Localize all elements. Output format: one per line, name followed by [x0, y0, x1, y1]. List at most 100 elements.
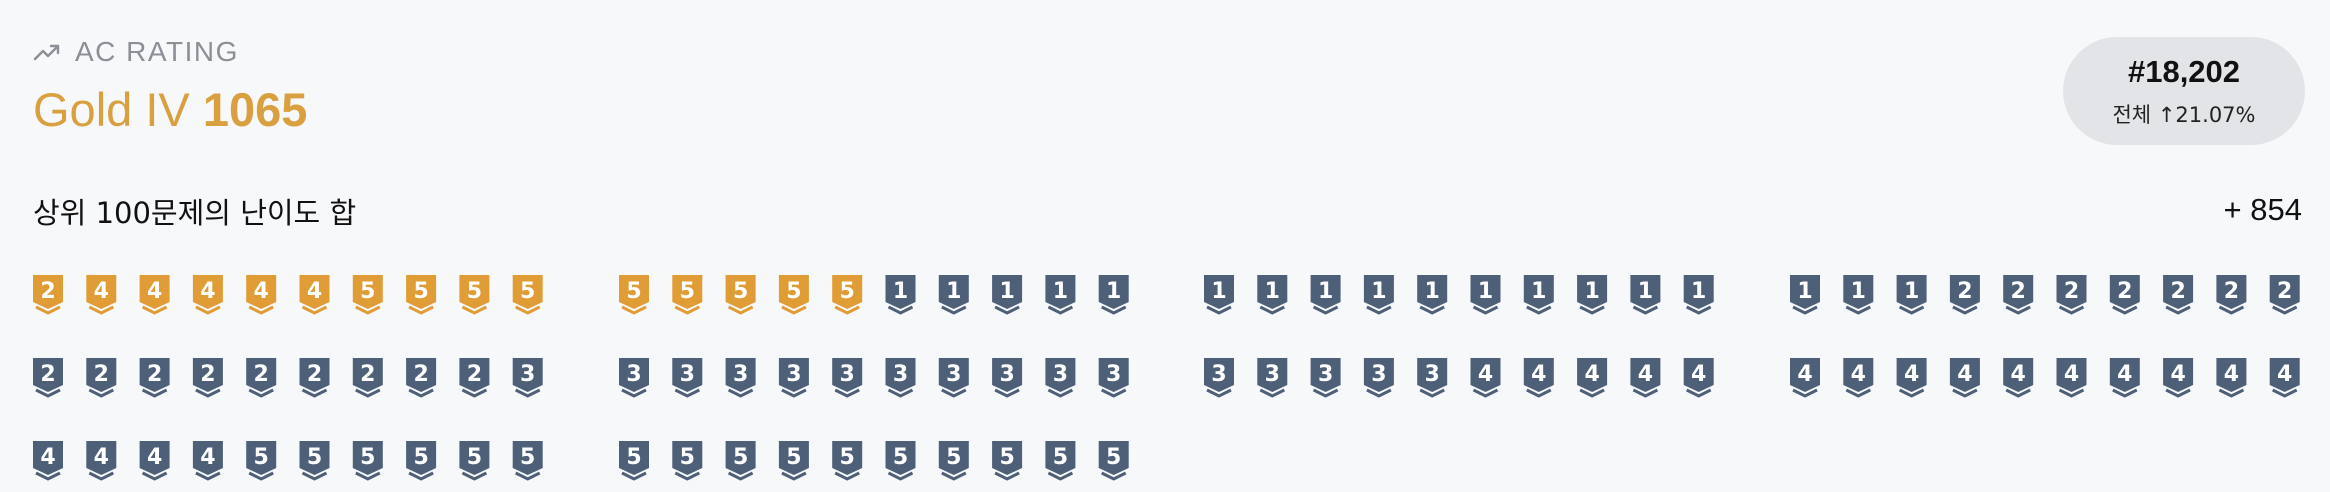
svg-text:4: 4 — [1904, 362, 1919, 387]
difficulty-badge-silver-1: 1 — [1523, 275, 1554, 315]
svg-text:3: 3 — [999, 362, 1014, 387]
difficulty-badge-silver-2: 2 — [86, 358, 117, 398]
difficulty-badge-silver-4: 4 — [2216, 358, 2247, 398]
svg-text:3: 3 — [1318, 362, 1333, 387]
difficulty-badge-silver-1: 1 — [1204, 275, 1234, 315]
difficulty-badge-silver-1: 1 — [992, 275, 1023, 315]
difficulty-badge-gold-5: 5 — [619, 275, 649, 315]
svg-text:1: 1 — [1638, 279, 1653, 304]
svg-text:3: 3 — [1371, 362, 1386, 387]
difficulty-badge-silver-4: 4 — [1523, 358, 1554, 398]
difficulty-badge-gold-4: 4 — [299, 275, 330, 315]
difficulty-badge-silver-5: 5 — [406, 441, 437, 481]
difficulty-badge-silver-4: 4 — [2003, 358, 2034, 398]
difficulty-badge-silver-3: 3 — [1204, 358, 1234, 398]
svg-text:2: 2 — [360, 362, 375, 387]
svg-text:1: 1 — [1053, 279, 1068, 304]
difficulty-badge-silver-1: 1 — [1577, 275, 1608, 315]
difficulty-badge-silver-3: 3 — [938, 358, 969, 398]
difficulty-badge-silver-2: 2 — [459, 358, 490, 398]
difficulty-badge-silver-5: 5 — [352, 441, 383, 481]
svg-text:5: 5 — [626, 279, 641, 304]
difficulty-badge-silver-2: 2 — [2056, 275, 2087, 315]
svg-text:5: 5 — [840, 445, 855, 470]
difficulty-badge-silver-3: 3 — [1098, 358, 1129, 398]
difficulty-badge-silver-3: 3 — [992, 358, 1023, 398]
svg-text:4: 4 — [147, 279, 162, 304]
difficulty-badge-silver-3: 3 — [778, 358, 809, 398]
svg-text:5: 5 — [467, 445, 482, 470]
svg-text:5: 5 — [307, 445, 322, 470]
svg-text:2: 2 — [40, 362, 55, 387]
svg-text:5: 5 — [999, 445, 1014, 470]
svg-text:1: 1 — [999, 279, 1014, 304]
difficulty-badge-silver-3: 3 — [885, 358, 916, 398]
svg-text:5: 5 — [786, 279, 801, 304]
svg-text:1: 1 — [1904, 279, 1919, 304]
svg-text:4: 4 — [1531, 362, 1546, 387]
difficulty-badge-silver-1: 1 — [1470, 275, 1501, 315]
difficulty-badge-silver-1: 1 — [1363, 275, 1394, 315]
svg-text:5: 5 — [520, 279, 535, 304]
rank-number: #18,202 — [2127, 53, 2241, 89]
svg-text:1: 1 — [1211, 279, 1226, 304]
difficulty-badge-silver-2: 2 — [406, 358, 437, 398]
svg-text:1: 1 — [1318, 279, 1333, 304]
svg-text:1: 1 — [946, 279, 961, 304]
difficulty-badge-gold-2: 2 — [33, 275, 63, 315]
difficulty-badge-gold-4: 4 — [246, 275, 277, 315]
svg-text:1: 1 — [1371, 279, 1386, 304]
svg-text:5: 5 — [840, 279, 855, 304]
svg-text:3: 3 — [1053, 362, 1068, 387]
difficulty-badge-silver-3: 3 — [619, 358, 649, 398]
difficulty-badge-silver-5: 5 — [885, 441, 916, 481]
difficulty-badge-silver-1: 1 — [1683, 275, 1714, 315]
svg-text:5: 5 — [733, 445, 748, 470]
rank-scope: 전체 — [2112, 102, 2152, 127]
svg-text:5: 5 — [467, 279, 482, 304]
difficulty-badge-silver-5: 5 — [512, 441, 543, 481]
difficulty-badge-gold-4: 4 — [192, 275, 223, 315]
svg-text:5: 5 — [413, 445, 428, 470]
difficulty-badge-silver-4: 4 — [2163, 358, 2194, 398]
svg-text:1: 1 — [1478, 279, 1493, 304]
svg-text:5: 5 — [786, 445, 801, 470]
svg-text:5: 5 — [520, 445, 535, 470]
difficulty-badge-silver-2: 2 — [299, 358, 330, 398]
rating-tier: Gold IV 1065 — [33, 86, 307, 133]
difficulty-badge-silver-3: 3 — [672, 358, 703, 398]
difficulty-badge-silver-5: 5 — [246, 441, 277, 481]
svg-text:3: 3 — [1425, 362, 1440, 387]
svg-text:5: 5 — [680, 279, 695, 304]
difficulty-badge-silver-4: 4 — [2269, 358, 2300, 398]
difficulty-badge-silver-2: 2 — [2109, 275, 2140, 315]
difficulty-badge-silver-4: 4 — [1683, 358, 1714, 398]
svg-text:1: 1 — [1531, 279, 1546, 304]
svg-text:4: 4 — [1584, 362, 1599, 387]
difficulty-badge-silver-1: 1 — [1790, 275, 1820, 315]
difficulty-badge-silver-5: 5 — [459, 441, 490, 481]
svg-text:4: 4 — [147, 445, 162, 470]
difficulty-badge-silver-1: 1 — [1417, 275, 1448, 315]
difficulty-badge-silver-4: 4 — [2109, 358, 2140, 398]
svg-text:1: 1 — [1265, 279, 1280, 304]
difficulty-badge-silver-5: 5 — [619, 441, 649, 481]
svg-text:3: 3 — [840, 362, 855, 387]
difficulty-badge-silver-2: 2 — [2163, 275, 2194, 315]
svg-text:3: 3 — [1106, 362, 1121, 387]
difficulty-badge-silver-4: 4 — [1896, 358, 1927, 398]
difficulty-badge-silver-5: 5 — [299, 441, 330, 481]
svg-text:5: 5 — [733, 279, 748, 304]
difficulty-badge-silver-3: 3 — [1363, 358, 1394, 398]
svg-text:4: 4 — [1478, 362, 1493, 387]
svg-text:4: 4 — [1851, 362, 1866, 387]
svg-text:4: 4 — [2117, 362, 2132, 387]
difficulty-badge-silver-4: 4 — [86, 441, 117, 481]
difficulty-badge-silver-4: 4 — [1843, 358, 1874, 398]
svg-text:4: 4 — [40, 445, 55, 470]
difficulty-sum-value: + 854 — [2223, 192, 2302, 227]
svg-text:2: 2 — [2277, 279, 2292, 304]
arrow-up-icon: ↑ — [2157, 102, 2176, 127]
rating-label: AC RATING — [75, 36, 239, 67]
